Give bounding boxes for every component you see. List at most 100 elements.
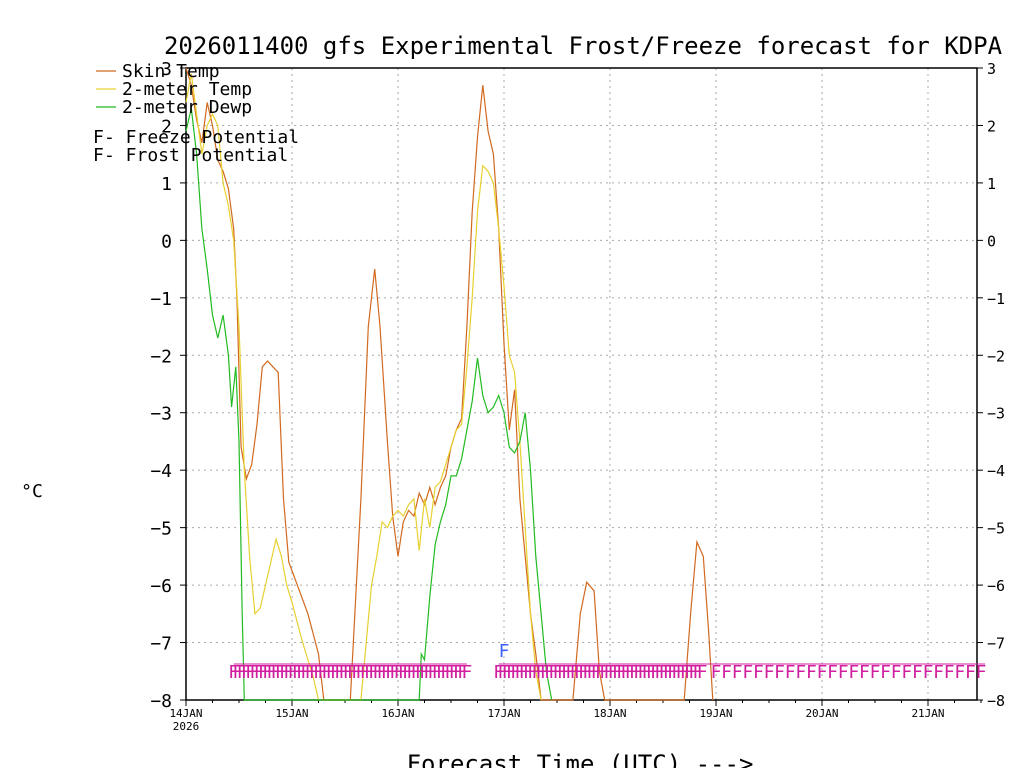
frost-flag: F [499,641,510,662]
y-tick-label-left: 3 [161,59,172,80]
freeze-flag: F [595,662,606,683]
legend-frost-label: - Frost Potential [104,145,288,166]
freeze-flag: F [637,662,648,683]
freeze-flag: F [300,662,311,683]
y-tick-label-left: −1 [150,289,172,310]
freeze-flag: F [540,662,551,683]
freeze-flag: F [360,662,371,683]
frost-freeze-flags: FFFFFFFFFFFFFFFFFFFFFFFFFFFFFFFFFFFFFFFF… [228,641,986,683]
freeze-flag: F [415,662,426,683]
freeze-flag: F [457,662,468,683]
freeze-flag: F [688,662,699,683]
freeze-flag: F [309,662,320,683]
freeze-flag: F [574,662,585,683]
freeze-flag: F [629,662,640,683]
freeze-flag: F [711,662,722,683]
freeze-flag: F [330,662,341,683]
chart-title: 2026011400 gfs Experimental Frost/Freeze… [164,32,1003,60]
legend-label: Skin Temp [122,61,220,82]
freeze-flag: F [650,662,661,683]
freeze-flag: F [625,662,636,683]
freeze-flag: F [912,662,923,683]
freeze-flag: F [440,662,451,683]
y-tick-label-right: −3 [987,405,1005,423]
freeze-flag: F [510,662,521,683]
freeze-flag: F [608,662,619,683]
freeze-flag: F [233,662,244,683]
freeze-flag: F [591,662,602,683]
freeze-flag: F [419,662,430,683]
freeze-flag: F [461,662,472,683]
freeze-flag: F [493,662,504,683]
freeze-flag: F [965,662,976,683]
freeze-flag: F [578,662,589,683]
freeze-flag: F [976,662,987,683]
freeze-flag: F [667,662,678,683]
freeze-flag: F [249,662,260,683]
freeze-flag: F [411,662,422,683]
x-axis-label: Forecast Time (UTC) ---> [407,750,754,768]
freeze-flag: F [317,662,328,683]
freeze-flag: F [453,662,464,683]
freeze-flag: F [742,662,753,683]
freeze-flag: F [527,662,538,683]
y-tick-label-right: 1 [987,175,996,193]
freeze-flag: F [642,662,653,683]
freeze-flag: F [283,662,294,683]
y-tick-label-right: −7 [987,635,1005,653]
x-tick-sublabel: 2026 [173,720,200,733]
freeze-flag: F [604,662,615,683]
freeze-flag: F [372,662,383,683]
y-tick-label-left: −4 [150,461,172,482]
freeze-flag: F [288,662,299,683]
x-tick-label: 19JAN [699,707,732,720]
freeze-flag: F [536,662,547,683]
freeze-flag: F [633,662,644,683]
x-tick-label: 17JAN [487,707,520,720]
freeze-flag: F [732,662,743,683]
freeze-flag: F [933,662,944,683]
freeze-flag: F [406,662,417,683]
freeze-flag: F [565,662,576,683]
series-line [185,108,553,701]
freeze-flag: F [806,662,817,683]
legend-label: 2-meter Dewp [122,97,252,118]
freeze-flag: F [423,662,434,683]
legend-label: 2-meter Temp [122,79,252,100]
freeze-flag: F [684,662,695,683]
freeze-flag: F [381,662,392,683]
y-tick-label-right: −6 [987,577,1005,595]
freeze-flag: F [795,662,806,683]
freeze-flag: F [531,662,542,683]
freeze-flag: F [436,662,447,683]
legend-freeze-symbol: F [93,127,104,148]
y-tick-label-left: −2 [150,346,172,367]
freeze-flag: F [343,662,354,683]
y-tick-label-right: −2 [987,347,1005,365]
freeze-flag: F [498,662,509,683]
freeze-flag: F [351,662,362,683]
freeze-flag: F [557,662,568,683]
freeze-flag: F [377,662,388,683]
data-series [185,67,714,701]
freeze-flag: F [364,662,375,683]
y-tick-label-right: 3 [987,60,996,78]
freeze-flag: F [785,662,796,683]
legend-freeze-label: - Freeze Potential [104,127,299,148]
tick-labels: 3 3 2 2 1 1 0 0 −1 −1 −2 −2 −3 −3 −4 −4 −5 −5 −6 −6 −7 −7 −8 −8… [150,59,1005,733]
y-tick-label-right: −1 [987,290,1005,308]
y-tick-label-left: −8 [150,691,172,712]
freeze-flag: F [326,662,337,683]
freeze-flag: F [848,662,859,683]
freeze-flag: F [502,662,513,683]
y-tick-label-right: −4 [987,462,1005,480]
freeze-flag: F [355,662,366,683]
freeze-flag: F [258,662,269,683]
freeze-flag: F [347,662,358,683]
freeze-flag: F [266,662,277,683]
y-tick-label-left: −7 [150,634,172,655]
freeze-flag: F [954,662,965,683]
freeze-flag: F [721,662,732,683]
y-tick-label-left: 0 [161,231,172,252]
